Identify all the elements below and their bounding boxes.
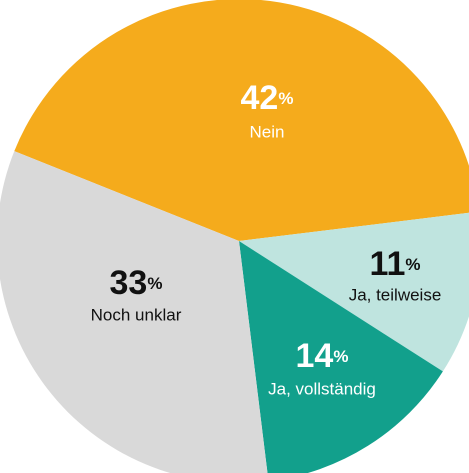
value-unit: % (147, 274, 162, 293)
value-unit: % (278, 89, 293, 108)
pie-slice (0, 151, 268, 473)
value-label: 42% (241, 79, 294, 117)
pie-slice (239, 241, 443, 473)
value-number: 33 (110, 264, 148, 302)
value-label: 14% (296, 337, 349, 375)
value-label: 33% (110, 264, 163, 302)
value-label: 11% (369, 245, 420, 283)
category-label: Ja, teilweise (349, 285, 442, 304)
value-number: 11 (369, 245, 405, 283)
pie-slice (14, 0, 469, 241)
value-number: 14 (296, 337, 334, 375)
value-unit: % (405, 255, 420, 274)
pie-slice (239, 212, 469, 372)
category-label: Noch unklar (91, 305, 182, 324)
value-number: 42 (241, 79, 279, 117)
category-label: Ja, vollständig (268, 379, 376, 398)
category-label: Nein (250, 122, 285, 141)
value-unit: % (333, 347, 348, 366)
